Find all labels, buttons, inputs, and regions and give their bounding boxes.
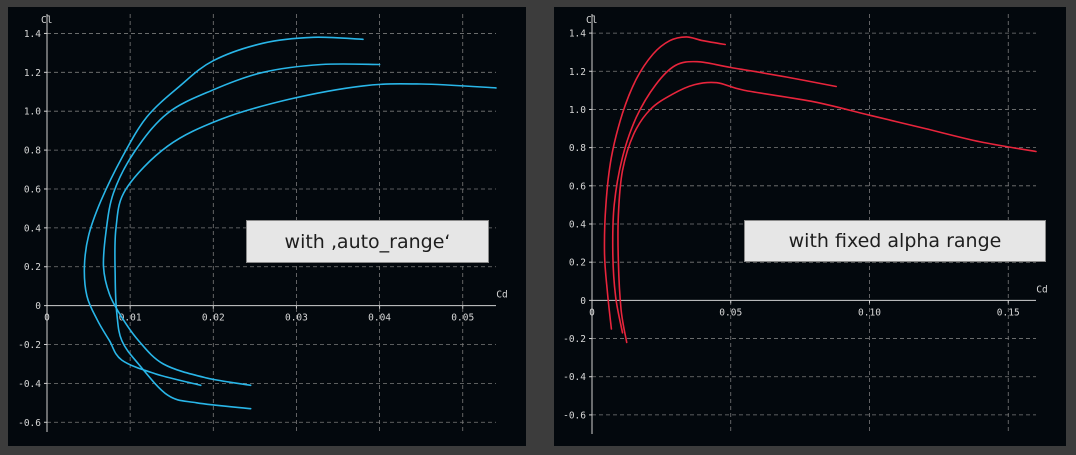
x-tick-label: 0.04 [368, 313, 391, 324]
y-axis-label: Cl [586, 15, 597, 26]
y-tick-label: -0.2 [563, 334, 586, 345]
chart-fixed-alpha: -0.6 -0.4 -0.2 0 0.2 0.4 0.6 0.8 1.0 1.2 1.4 0 0.05 0… [563, 14, 1048, 434]
y-tick-label: 0.6 [569, 181, 586, 192]
y-tick-label: 1.0 [24, 107, 41, 118]
series-line [603, 36, 726, 330]
y-tick-label: 0.8 [569, 143, 586, 154]
x-tick-label: 0.03 [285, 313, 308, 324]
y-tick-label: 0.6 [24, 184, 41, 195]
x-tick-label: 0.10 [858, 307, 881, 318]
chart-auto-range: -0.6 -0.4 -0.2 0 0.2 0.4 0.6 0.8 1.0 1.2 1.4 0 0.01 0… [18, 14, 508, 432]
y-axis-label: Cl [41, 15, 52, 26]
y-tick-label: -0.6 [563, 410, 586, 421]
series-line [611, 60, 837, 334]
y-tick-label: 1.2 [24, 68, 41, 79]
y-tick-label: 0 [35, 301, 41, 312]
y-tick-label: 0.2 [569, 258, 586, 269]
annotation-auto-range: with ‚auto_range‘ [246, 220, 489, 263]
y-tick-label: 0.4 [569, 220, 586, 231]
y-tick-label: -0.4 [18, 379, 41, 390]
series-line [83, 36, 364, 387]
series-line [102, 63, 381, 387]
x-tick-label: 0 [589, 307, 595, 318]
y-tick-label: 0.2 [24, 262, 41, 273]
x-tick-label: 0 [44, 313, 50, 324]
x-tick-label: 0.05 [451, 313, 474, 324]
annotation-fixed-alpha: with fixed alpha range [744, 220, 1046, 262]
y-tick-label: -0.4 [563, 372, 586, 383]
x-tick-label: 0.05 [719, 307, 742, 318]
x-axis-label: Cd [496, 290, 507, 301]
x-axis-label: Cd [1036, 284, 1047, 295]
y-tick-label: 0 [580, 296, 586, 307]
y-tick-label: 1.0 [569, 105, 586, 116]
x-tick-label: 0.01 [119, 313, 142, 324]
y-tick-label: 1.4 [569, 29, 586, 40]
x-tick-label: 0.15 [997, 307, 1020, 318]
y-tick-label: -0.6 [18, 418, 41, 429]
y-tick-label: 0.8 [24, 146, 41, 157]
y-tick-label: 1.4 [24, 29, 41, 40]
x-tick-label: 0.02 [202, 313, 225, 324]
chart-panel-auto-range: -0.6 -0.4 -0.2 0 0.2 0.4 0.6 0.8 1.0 1.2 1.4 0 0.01 0… [8, 7, 526, 446]
y-tick-label: 1.2 [569, 67, 586, 78]
chart-panel-fixed-alpha: -0.6 -0.4 -0.2 0 0.2 0.4 0.6 0.8 1.0 1.2 1.4 0 0.05 0… [554, 7, 1066, 446]
series-line [617, 81, 1037, 344]
y-tick-label: -0.2 [18, 340, 41, 351]
grid [592, 14, 1036, 434]
y-tick-label: 0.4 [24, 223, 41, 234]
series-line [114, 82, 497, 410]
